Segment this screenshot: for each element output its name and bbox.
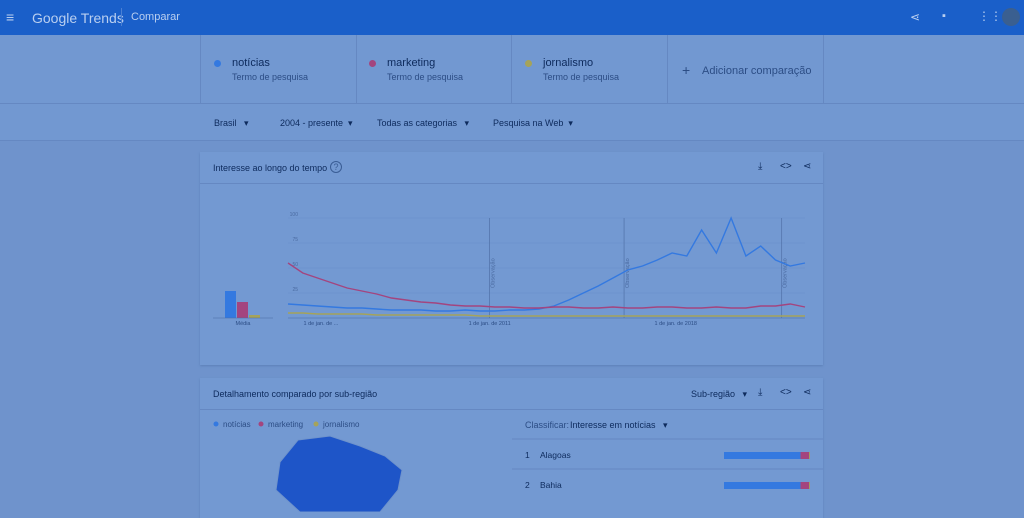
legend-label: notícias — [223, 420, 251, 429]
filter[interactable]: Brasil ▾ — [214, 118, 249, 128]
term[interactable]: notícias Termo de pesquisa — [200, 35, 357, 103]
top-bar: ≡ Google Trends Comparar ⋖ ▪ ⋮⋮ — [0, 0, 1024, 35]
menu-icon[interactable]: ≡ — [6, 9, 15, 25]
legend-dot — [258, 421, 264, 427]
average-bar — [237, 302, 248, 318]
term[interactable]: marketing Termo de pesquisa — [356, 35, 512, 103]
region-name: Alagoas — [540, 450, 571, 460]
filter-text: 2004 - presente — [280, 118, 344, 128]
average-label: Média — [236, 321, 252, 327]
annotation: Observação — [491, 258, 497, 288]
divider — [121, 8, 122, 26]
region-bar — [724, 452, 801, 459]
share-icon[interactable]: ⋖ — [803, 161, 812, 172]
region-bar — [809, 482, 810, 489]
legend-label: jornalismo — [322, 420, 360, 429]
line — [288, 312, 805, 317]
region-bar — [800, 452, 810, 459]
x-tick-label: 1 de jan. de 2011 — [469, 321, 511, 327]
add-comparison[interactable]: + Adicionar comparação — [668, 35, 824, 103]
term-name: marketing — [387, 57, 436, 69]
average-bar — [249, 315, 260, 318]
term-type: Termo de pesquisa — [387, 72, 464, 82]
rank: 2 — [525, 480, 530, 490]
legend-dot — [313, 421, 319, 427]
filter[interactable]: 2004 - presente ▾ — [280, 118, 353, 128]
filter[interactable]: Pesquisa na Web ▾ — [493, 118, 573, 128]
avatar[interactable] — [1002, 8, 1020, 26]
sort-label: Classificar: — [525, 420, 570, 430]
map — [275, 435, 403, 512]
region-bar — [800, 482, 810, 489]
term-name: notícias — [232, 57, 270, 69]
download-icon[interactable]: ⤓ — [758, 161, 763, 172]
embed-icon[interactable]: <> — [780, 161, 792, 172]
rank: 1 — [525, 450, 530, 460]
term-dot — [369, 60, 376, 67]
embed-icon[interactable]: <> — [780, 387, 792, 398]
section: Comparar — [131, 11, 180, 23]
term[interactable]: jornalismo Termo de pesquisa — [512, 35, 668, 103]
term-name: jornalismo — [543, 57, 594, 69]
sort-select[interactable]: Interesse em notícias ▾ — [570, 420, 668, 430]
interest-card: Interesse ao longo do tempo ? ⤓ <> ⋖ — [200, 152, 823, 365]
filter-text: Todas as categorias — [377, 118, 458, 128]
feedback-icon[interactable]: ▪ — [942, 10, 946, 22]
filter-text: Brasil — [214, 118, 237, 128]
x-tick-label: 1 de jan. de ... — [304, 321, 339, 327]
legend-label: marketing — [268, 420, 303, 429]
add-text: Adicionar comparação — [702, 65, 812, 77]
divider — [200, 183, 823, 184]
help-icon[interactable]: ? — [330, 161, 342, 173]
annotation: Observação — [783, 258, 789, 288]
filter-text: Pesquisa na Web — [493, 118, 564, 128]
y-tick-label: 25 — [292, 287, 298, 293]
card-title: Interesse ao longo do tempo — [213, 163, 328, 173]
annotation: Observação — [625, 258, 631, 288]
legend-dot — [213, 421, 219, 427]
card-title: Detalhamento comparado por sub-região — [213, 389, 378, 399]
line — [287, 216, 806, 312]
resolution-text: Sub-região — [691, 389, 736, 399]
region-bar — [809, 452, 810, 459]
term-type: Termo de pesquisa — [232, 72, 309, 82]
term-dot — [525, 60, 532, 67]
line — [287, 262, 806, 309]
sort-value: Interesse em notícias — [570, 420, 656, 430]
share-icon[interactable]: ⋖ — [803, 387, 812, 398]
share-icon[interactable]: ⋖ — [910, 10, 921, 24]
x-tick-label: 1 de jan. de 2018 — [654, 321, 697, 327]
term-type: Termo de pesquisa — [543, 72, 620, 82]
download-icon[interactable]: ⤓ — [758, 387, 763, 398]
filters-row: Brasil ▾ 2004 - presente ▾ Todas as cate… — [0, 104, 1024, 141]
divider — [200, 409, 823, 410]
region-name: Bahia — [540, 480, 562, 490]
logo[interactable]: Google Trends — [32, 10, 124, 26]
y-tick-label: 100 — [290, 212, 299, 218]
y-tick-label: 75 — [292, 237, 298, 243]
y-tick-label: 50 — [292, 262, 298, 268]
region-bar — [724, 482, 801, 489]
term-dot — [214, 60, 221, 67]
average-bar — [225, 291, 236, 318]
resolution[interactable]: Sub-região ▾ — [691, 389, 748, 399]
terms-row — [0, 35, 1024, 104]
filter[interactable]: Todas as categorias ▾ — [377, 118, 470, 128]
apps-icon[interactable]: ⋮⋮ — [978, 9, 1002, 23]
